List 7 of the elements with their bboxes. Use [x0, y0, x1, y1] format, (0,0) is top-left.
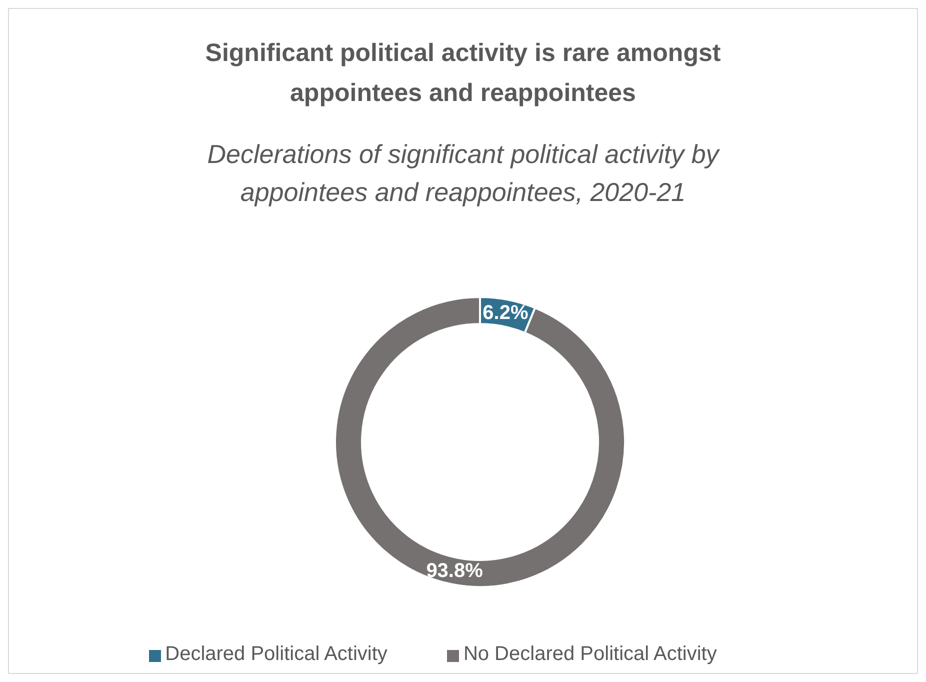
data-label: 6.2%	[482, 302, 528, 324]
legend-label: No Declared Political Activity	[463, 643, 717, 665]
legend-label: Declared Political Activity	[165, 643, 388, 665]
data-label: 93.8%	[426, 560, 484, 582]
donut-slice	[334, 296, 626, 588]
chart-title: Significant political activity is rare amongst appointees and reappointees	[204, 38, 722, 109]
chart-subtitle: Declerations of significant political activity by appointees and reappointees, 2020-21	[206, 138, 721, 209]
